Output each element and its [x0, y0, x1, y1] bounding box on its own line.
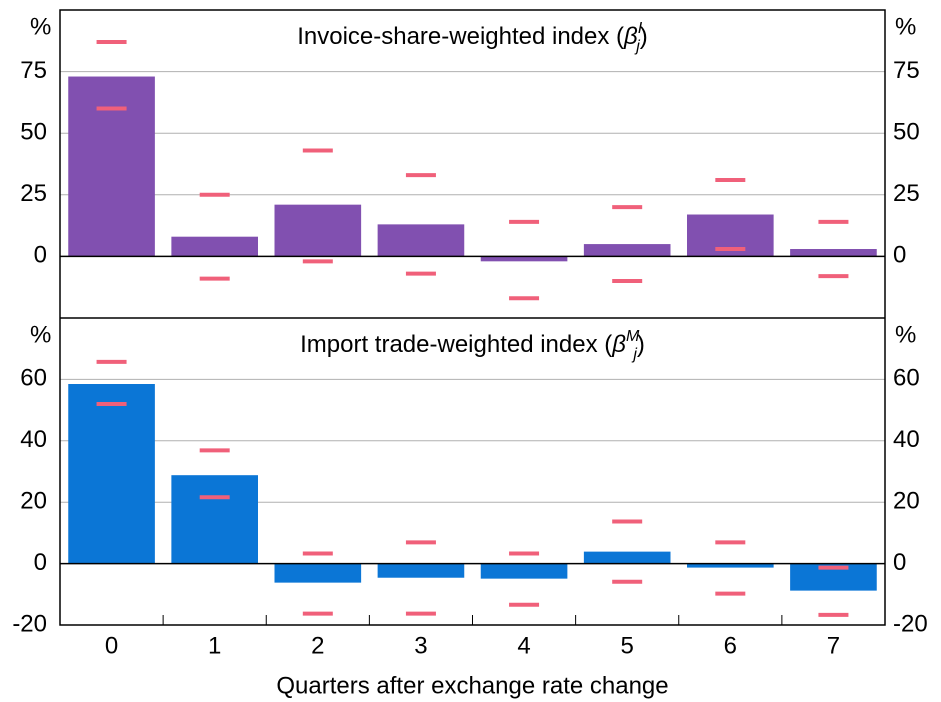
bar [68, 384, 155, 564]
y-tick-label-left: 40 [20, 426, 47, 453]
bar [480, 563, 568, 579]
y-tick-label-right: 25 [893, 180, 920, 207]
bar [377, 224, 465, 257]
y-unit-right: % [895, 13, 916, 40]
y-tick-label-left: 25 [20, 180, 47, 207]
bar [790, 249, 877, 257]
y-tick-label-left: 0 [34, 549, 47, 576]
y-unit-right: % [895, 321, 916, 348]
title-sup: M [626, 328, 640, 345]
title-sub: j [631, 346, 637, 363]
title-end: ) [637, 331, 645, 358]
title-text: Invoice-share-weighted index ( [297, 23, 624, 50]
y-tick-label-left: 0 [34, 242, 47, 269]
y-tick-label-left: 20 [20, 488, 47, 515]
panel-title: Invoice-share-weighted index (βI j) [297, 20, 648, 55]
y-tick-label-right: 60 [893, 365, 920, 392]
bar [68, 76, 155, 257]
y-tick-label-left: 60 [20, 365, 47, 392]
x-tick-label: 0 [105, 632, 118, 659]
y-tick-label-right: 50 [893, 119, 920, 146]
title-symbol: β [623, 23, 638, 50]
x-tick-label: 4 [517, 632, 530, 659]
bar [480, 256, 568, 262]
bar [687, 563, 774, 568]
bar [171, 236, 258, 257]
bar [274, 204, 362, 257]
bar [583, 244, 671, 257]
y-tick-label-right: 20 [893, 488, 920, 515]
x-tick-label: 7 [827, 632, 840, 659]
x-tick-label: 2 [311, 632, 324, 659]
y-tick-label-left: 50 [20, 119, 47, 146]
title-sub: j [634, 38, 640, 55]
x-tick-label: 3 [414, 632, 427, 659]
bar [171, 475, 258, 564]
x-axis-label: Quarters after exchange rate change [276, 672, 668, 699]
y-tick-label-right: 0 [893, 549, 906, 576]
x-tick-label: 1 [208, 632, 221, 659]
bar [274, 563, 362, 583]
y-tick-label-right: -20 [893, 610, 928, 637]
y-unit-left: % [30, 321, 51, 348]
bar [583, 551, 671, 564]
y-tick-label-right: 75 [893, 57, 920, 84]
y-unit-left: % [30, 13, 51, 40]
bar [377, 563, 465, 578]
title-text: Import trade-weighted index ( [300, 331, 612, 358]
x-tick-label: 5 [621, 632, 634, 659]
panel-title: Import trade-weighted index (βM j) [300, 328, 645, 363]
title-symbol: β [611, 331, 626, 358]
title-end: ) [640, 23, 648, 50]
x-tick-label: 6 [724, 632, 737, 659]
y-tick-label-left: -20 [12, 610, 47, 637]
y-tick-label-left: 75 [20, 57, 47, 84]
y-tick-label-right: 40 [893, 426, 920, 453]
y-tick-label-right: 0 [893, 242, 906, 269]
title-sup: I [638, 20, 643, 37]
